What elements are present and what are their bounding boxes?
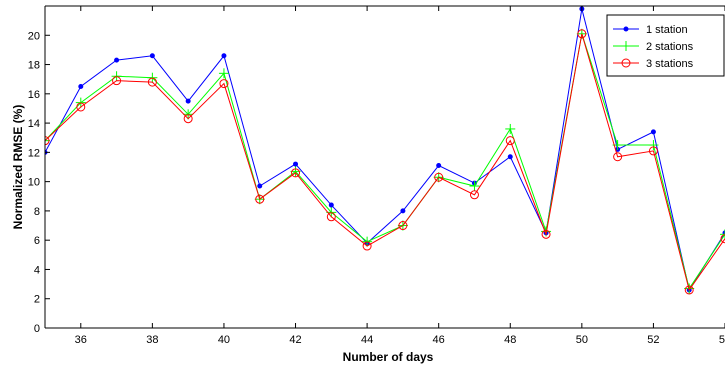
data-point bbox=[541, 229, 551, 239]
x-tick-label: 48 bbox=[504, 334, 516, 346]
data-point bbox=[684, 285, 694, 295]
data-point bbox=[613, 152, 623, 162]
y-tick-label: 8 bbox=[34, 206, 40, 218]
y-tick-label: 10 bbox=[28, 177, 40, 189]
data-point bbox=[507, 154, 513, 160]
data-point bbox=[185, 98, 191, 104]
data-point bbox=[112, 76, 122, 86]
data-point bbox=[293, 161, 299, 167]
x-tick-label: 54 bbox=[719, 334, 725, 346]
data-point bbox=[648, 140, 659, 151]
data-point bbox=[720, 234, 725, 244]
legend-item: 2 stations bbox=[613, 41, 694, 53]
data-point bbox=[76, 102, 86, 112]
series-line bbox=[45, 33, 725, 290]
axes-layer: 0246810121416182036384042444648505254 bbox=[28, 5, 725, 346]
data-point bbox=[183, 114, 193, 124]
data-point bbox=[45, 136, 50, 146]
data-point bbox=[648, 146, 658, 156]
data-point bbox=[114, 57, 120, 63]
y-tick-label: 12 bbox=[28, 147, 40, 159]
data-point bbox=[469, 181, 480, 192]
legend-item: 3 stations bbox=[613, 58, 694, 70]
y-axis-title: Normalized RMSE (%) bbox=[11, 105, 25, 230]
y-tick-label: 20 bbox=[28, 30, 40, 42]
data-point bbox=[218, 68, 229, 79]
data-point bbox=[45, 135, 50, 146]
data-point bbox=[434, 172, 444, 182]
x-tick-label: 44 bbox=[361, 334, 373, 346]
data-point bbox=[469, 190, 479, 200]
series-line bbox=[45, 33, 725, 292]
data-point bbox=[221, 53, 227, 59]
data-point bbox=[623, 26, 629, 32]
data-point bbox=[577, 29, 587, 39]
legend-label: 1 station bbox=[646, 24, 688, 36]
data-point bbox=[219, 79, 229, 89]
data-point bbox=[436, 163, 442, 169]
legend-label: 2 stations bbox=[646, 41, 694, 53]
y-tick-label: 18 bbox=[28, 60, 40, 72]
data-point bbox=[621, 58, 631, 68]
data-point bbox=[326, 212, 336, 222]
x-axis-title: Number of days bbox=[343, 350, 434, 364]
x-tick-label: 42 bbox=[289, 334, 301, 346]
data-point bbox=[291, 168, 301, 178]
data-point bbox=[505, 123, 516, 134]
data-point bbox=[400, 208, 406, 214]
x-tick-label: 36 bbox=[75, 334, 87, 346]
data-point bbox=[650, 129, 656, 135]
x-tick-label: 38 bbox=[146, 334, 158, 346]
data-point bbox=[147, 77, 157, 87]
data-point bbox=[255, 194, 265, 204]
data-point bbox=[720, 229, 725, 240]
x-tick-label: 46 bbox=[433, 334, 445, 346]
x-tick-label: 50 bbox=[576, 334, 588, 346]
y-tick-label: 16 bbox=[28, 89, 40, 101]
y-tick-label: 6 bbox=[34, 235, 40, 247]
data-point bbox=[149, 53, 155, 59]
data-point bbox=[78, 84, 84, 89]
legend-label: 3 stations bbox=[646, 58, 694, 70]
data-point bbox=[505, 136, 515, 146]
data-point bbox=[398, 221, 408, 231]
legend: 1 station 2 stations 3 stations bbox=[606, 14, 725, 77]
data-point bbox=[328, 202, 334, 208]
data-point bbox=[257, 183, 263, 189]
x-tick-label: 52 bbox=[647, 334, 659, 346]
y-tick-label: 4 bbox=[34, 264, 40, 276]
legend-item: 1 station bbox=[613, 24, 688, 36]
y-tick-label: 14 bbox=[28, 118, 40, 130]
y-tick-label: 0 bbox=[34, 323, 40, 335]
series-layer bbox=[45, 6, 725, 295]
data-point bbox=[621, 41, 631, 51]
y-tick-label: 2 bbox=[34, 294, 40, 306]
x-tick-label: 40 bbox=[218, 334, 230, 346]
data-point bbox=[362, 241, 372, 251]
series-3 bbox=[45, 29, 725, 295]
